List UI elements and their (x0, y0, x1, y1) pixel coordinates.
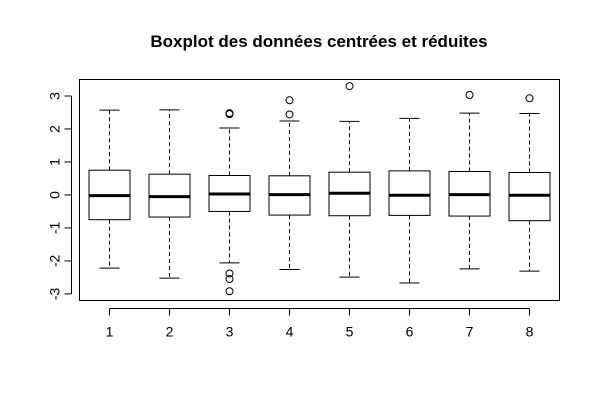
outlier-point (225, 275, 234, 284)
x-axis: 1 2 3 4 5 6 7 8 (106, 308, 534, 340)
box-group-3 (208, 109, 251, 296)
box-group-5 (328, 82, 371, 278)
chart-title: Boxplot des données centrées et réduites (150, 32, 487, 51)
outlier-point (285, 96, 294, 105)
outlier-point (345, 82, 354, 91)
box-group-8 (508, 94, 551, 272)
y-tick-label: 3 (47, 92, 63, 100)
y-tick-label: -2 (47, 254, 63, 267)
x-tick-label: 6 (406, 324, 414, 340)
outlier-point (225, 269, 234, 278)
outlier-point (525, 94, 534, 103)
outlier-point (225, 287, 234, 296)
x-tick-label: 2 (166, 324, 174, 340)
box-iqr (388, 170, 431, 216)
y-tick-label: 1 (47, 158, 63, 166)
box-group-7 (448, 91, 491, 270)
x-tick-label: 4 (286, 324, 294, 340)
boxes-layer (88, 82, 551, 296)
outlier-point (465, 91, 474, 100)
box-group-6 (388, 117, 431, 284)
x-tick-label: 1 (106, 324, 114, 340)
x-tick-label: 8 (526, 324, 534, 340)
x-tick-label: 3 (226, 324, 234, 340)
y-tick-label: 0 (47, 191, 63, 199)
x-tick-label: 5 (346, 324, 354, 340)
plot-frame (79, 79, 560, 301)
outlier-point (285, 110, 294, 119)
x-tick-label: 7 (466, 324, 474, 340)
box-group-2 (148, 109, 191, 279)
box-group-1 (88, 109, 131, 269)
y-axis: -3 -2 -1 0 1 2 3 (47, 92, 72, 300)
y-tick-label: 2 (47, 125, 63, 133)
y-tick-label: -1 (47, 221, 63, 234)
box-group-4 (268, 96, 311, 270)
y-tick-label: -3 (47, 287, 63, 300)
outlier-point (225, 109, 234, 118)
